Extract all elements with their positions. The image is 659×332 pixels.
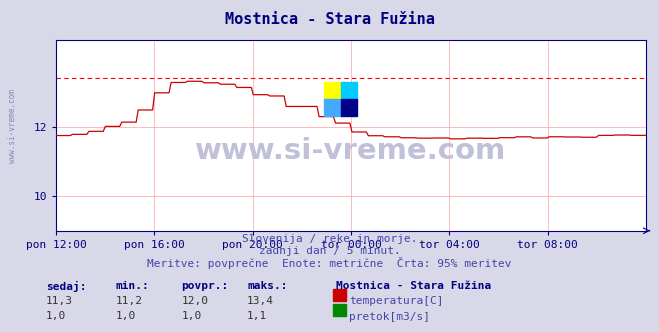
Text: 1,1: 1,1 (247, 311, 268, 321)
Text: 1,0: 1,0 (181, 311, 202, 321)
Text: 13,4: 13,4 (247, 296, 274, 306)
Text: Slovenija / reke in morje.: Slovenija / reke in morje. (242, 234, 417, 244)
Bar (341, 99, 357, 116)
Text: 11,3: 11,3 (46, 296, 73, 306)
Text: Mostnica - Stara Fužina: Mostnica - Stara Fužina (225, 12, 434, 27)
Text: 12,0: 12,0 (181, 296, 208, 306)
Text: www.si-vreme.com: www.si-vreme.com (8, 89, 17, 163)
Text: pretok[m3/s]: pretok[m3/s] (349, 312, 430, 322)
Text: 1,0: 1,0 (46, 311, 67, 321)
Text: sedaj:: sedaj: (46, 281, 86, 291)
Text: povpr.:: povpr.: (181, 281, 229, 290)
Bar (341, 82, 357, 99)
Text: 1,0: 1,0 (115, 311, 136, 321)
Text: www.si-vreme.com: www.si-vreme.com (195, 136, 507, 165)
Bar (324, 82, 341, 99)
Text: maks.:: maks.: (247, 281, 287, 290)
Text: min.:: min.: (115, 281, 149, 290)
Bar (324, 99, 341, 116)
Text: Meritve: povprečne  Enote: metrične  Črta: 95% meritev: Meritve: povprečne Enote: metrične Črta:… (147, 257, 512, 269)
Text: Mostnica - Stara Fužina: Mostnica - Stara Fužina (336, 281, 492, 290)
Text: zadnji dan / 5 minut.: zadnji dan / 5 minut. (258, 246, 401, 256)
Text: 11,2: 11,2 (115, 296, 142, 306)
Text: temperatura[C]: temperatura[C] (349, 296, 444, 306)
